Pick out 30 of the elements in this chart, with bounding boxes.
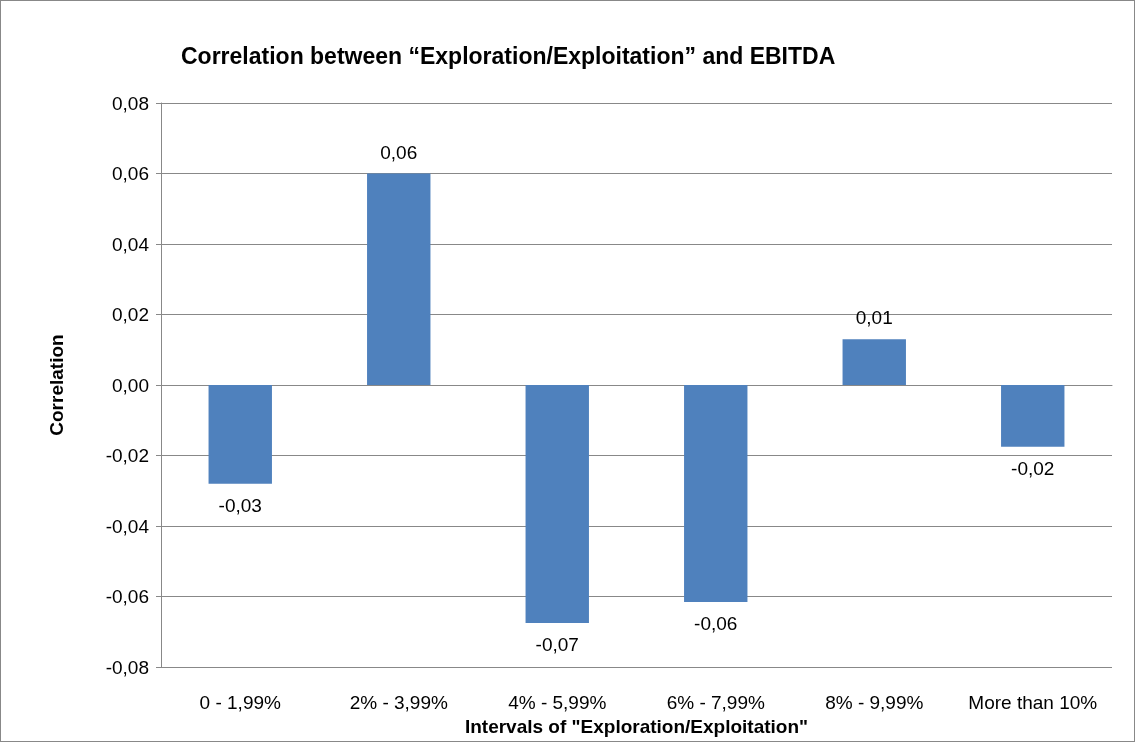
chart-title: Correlation between “Exploration/Exploitation” and EBITDA bbox=[181, 42, 836, 69]
y-tick-label: 0,04 bbox=[112, 233, 150, 255]
bar bbox=[367, 173, 431, 386]
bar bbox=[842, 339, 906, 386]
y-tick-label: 0,08 bbox=[112, 92, 149, 114]
y-tick-label: -0,08 bbox=[105, 656, 149, 678]
y-tick-label: 0,06 bbox=[112, 163, 149, 185]
y-tick-label: 0,00 bbox=[112, 374, 149, 396]
x-axis-title: Intervals of "Exploration/Exploitation" bbox=[464, 716, 809, 737]
y-tick-label: -0,04 bbox=[105, 515, 150, 537]
y-tick-label: -0,06 bbox=[105, 586, 149, 608]
bar bbox=[208, 385, 272, 484]
data-label: 0,01 bbox=[855, 307, 893, 329]
x-tick-label: More than 10% bbox=[968, 692, 1098, 714]
data-label: -0,07 bbox=[535, 634, 579, 656]
y-tick-label: -0,02 bbox=[105, 445, 149, 467]
data-label: -0,06 bbox=[694, 612, 738, 634]
y-tick-label: 0,02 bbox=[112, 304, 149, 326]
bar bbox=[525, 385, 589, 624]
data-label: -0,02 bbox=[1011, 457, 1055, 479]
x-tick-label: 0 - 1,99% bbox=[199, 692, 282, 714]
y-axis-title: Correlation bbox=[46, 334, 67, 436]
x-tick-label: 6% - 7,99% bbox=[666, 692, 765, 714]
bar bbox=[1001, 385, 1065, 447]
data-label: 0,06 bbox=[380, 141, 418, 163]
x-tick-label: 2% - 3,99% bbox=[349, 692, 448, 714]
x-tick-label: 8% - 9,99% bbox=[825, 692, 924, 714]
x-tick-label: 4% - 5,99% bbox=[508, 692, 607, 714]
bar bbox=[684, 385, 748, 602]
data-label: -0,03 bbox=[218, 494, 262, 516]
